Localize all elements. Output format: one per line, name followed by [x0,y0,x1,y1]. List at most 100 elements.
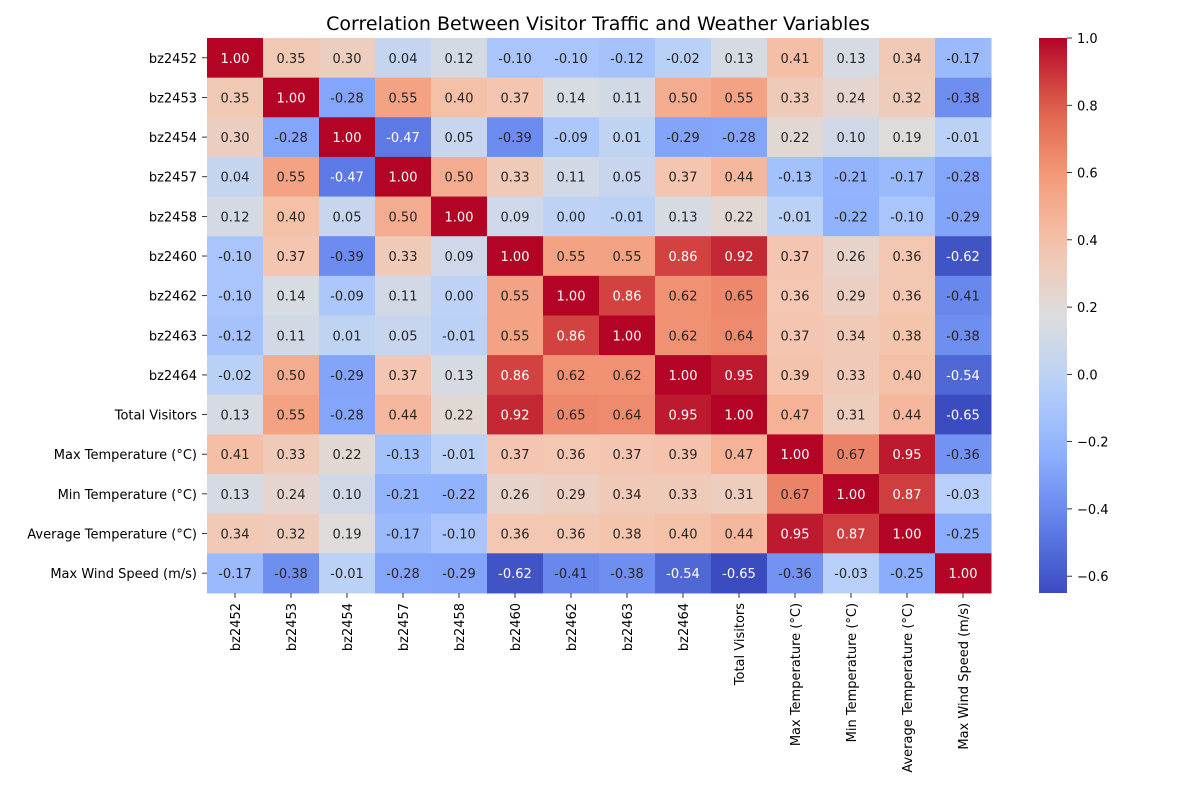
x-tick-label: bz2458 [453,603,468,651]
x-tick-label: bz2457 [397,603,412,651]
heatmap-cell [711,77,768,118]
cell-value-label: 1.00 [949,567,978,582]
heatmap-cell [263,553,320,594]
cell-value-label: 0.33 [669,488,698,503]
x-tick-label: Max Temperature (°C) [789,603,804,746]
cell-value-label: 0.50 [669,91,698,106]
heatmap-cell [319,513,376,554]
heatmap-cell [319,315,376,356]
heatmap-cell [599,355,656,396]
heatmap-cell [935,38,992,79]
cell-value-label: 0.04 [221,171,250,186]
cell-value-label: 0.12 [445,52,474,67]
heatmap-cell [655,434,712,475]
heatmap-cell [543,236,600,277]
cell-value-label: 0.11 [557,171,586,186]
heatmap-cell [543,38,600,79]
cell-value-label: 1.00 [389,171,418,186]
cell-value-label: 0.50 [277,369,306,384]
heatmap-cell [935,156,992,198]
heatmap-cell [599,474,656,515]
cell-value-label: 1.00 [557,290,586,305]
cell-value-label: -0.02 [218,369,252,384]
cell-value-label: 0.34 [221,528,250,543]
heatmap-cell [375,553,432,594]
cell-value-label: 0.50 [389,210,418,225]
heatmap-cell [711,355,768,396]
heatmap-cell [767,77,824,118]
cell-value-label: 0.24 [837,91,866,106]
heatmap-cell [543,394,600,435]
heatmap-cell [879,117,936,158]
cell-value-label: 0.86 [501,369,530,384]
x-tick-label: bz2453 [285,603,300,651]
y-tick-label: bz2460 [149,250,197,265]
cell-value-label: 0.09 [501,210,530,225]
cell-value-label: -0.25 [946,528,980,543]
heatmap-cell [375,196,432,237]
cell-value-label: 0.55 [613,250,642,265]
cell-value-label: -0.21 [386,488,420,503]
cell-value-label: -0.54 [946,369,980,384]
cell-value-label: 0.62 [557,369,586,384]
y-tick-label: bz2452 [149,52,197,67]
cell-value-label: 0.30 [333,52,362,67]
heatmap-cell [599,513,656,554]
cell-value-label: -0.28 [330,91,364,106]
cell-value-label: 0.95 [725,369,754,384]
heatmap-cell [375,434,432,475]
heatmap-cell [487,553,544,594]
heatmap-cell [655,196,712,237]
cell-value-label: 0.10 [333,488,362,503]
heatmap-cell [207,434,264,475]
heatmap-cell [599,394,656,435]
colorbar-tick-label: 0.8 [1077,99,1098,114]
heatmap-cell [711,38,768,79]
heatmap-cell [655,513,712,554]
heatmap-cell [319,38,376,79]
y-tick-label: bz2458 [149,210,197,225]
heatmap-cell [711,434,768,475]
heatmap-cell [207,38,264,79]
cell-value-label: 0.34 [837,329,866,344]
cell-value-label: 0.35 [277,52,306,67]
heatmap-cell [319,236,376,277]
cell-value-label: 0.36 [893,250,922,265]
heatmap-cell [935,553,992,594]
heatmap-cell [823,236,880,277]
heatmap-cell [935,275,992,316]
colorbar-tick-label: −0.2 [1077,436,1109,451]
heatmap-cell [655,553,712,594]
heatmap-cell [711,117,768,158]
heatmap-cell [543,117,600,158]
cell-value-label: 1.00 [333,131,362,146]
heatmap-cell [431,553,488,594]
cell-value-label: 0.05 [445,131,474,146]
heatmap-cell [655,394,712,435]
heatmap-cell [319,117,376,158]
heatmap-cell [375,315,432,356]
cell-value-label: 0.39 [669,448,698,463]
cell-value-label: -0.10 [498,52,532,67]
cell-value-label: -0.01 [610,210,644,225]
heatmap-cell [599,77,656,118]
cell-value-label: 0.37 [389,369,418,384]
heatmap-cell [823,196,880,237]
heatmap-cell [711,275,768,316]
cell-value-label: -0.12 [610,52,644,67]
cell-value-label: 0.86 [557,329,586,344]
cell-value-label: 1.00 [501,250,530,265]
y-tick-label: Max Temperature (°C) [54,448,197,463]
cell-value-label: 0.44 [893,409,922,424]
heatmap-cell [207,355,264,396]
heatmap-cell [935,434,992,475]
heatmap-cell [431,394,488,435]
cell-value-label: -0.29 [666,131,700,146]
y-tick-label: bz2454 [149,131,197,146]
cell-value-label: 0.86 [613,290,642,305]
cell-value-label: 0.37 [613,448,642,463]
heatmap-cell [487,275,544,316]
heatmap-cell [599,236,656,277]
heatmap-cell [711,315,768,356]
cell-value-label: 0.67 [837,448,866,463]
